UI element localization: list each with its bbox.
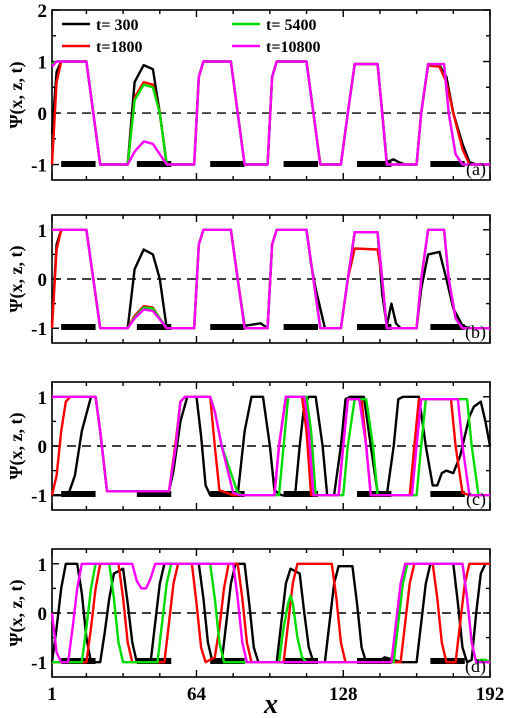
stripe-bar-0-1 <box>136 161 172 167</box>
panel-label: (d) <box>465 656 486 677</box>
stripe-bar-1-3 <box>283 324 319 330</box>
stripe-bar-1-5 <box>430 324 465 330</box>
panel-label: (b) <box>465 322 486 343</box>
stripe-bar-0-5 <box>430 161 465 167</box>
legend-label: t=10800 <box>266 39 320 56</box>
stripe-bar-1-4 <box>356 324 392 330</box>
panel-label: (c) <box>466 489 486 510</box>
y-tick-label: 1 <box>38 555 48 576</box>
stripe-bar-2-5 <box>430 491 465 497</box>
series-line-3-3 <box>50 562 490 664</box>
series-line-1-3 <box>52 228 490 330</box>
y-axis-label: Ψ(x, z, t) <box>6 412 27 479</box>
series-line-2-0 <box>52 395 492 497</box>
x-tick-label: 192 <box>476 684 505 705</box>
stripe-bar-0-0 <box>61 161 96 167</box>
series-line-0-3 <box>51 60 490 166</box>
stripe-bar-0-2 <box>210 161 245 167</box>
y-axis-label: Ψ(x, z, t) <box>6 579 27 646</box>
legend-label: t= 300 <box>96 17 138 34</box>
y-tick-label: -1 <box>31 319 47 340</box>
stripe-bar-2-3 <box>283 491 319 497</box>
y-tick-label: 2 <box>38 1 48 22</box>
stripe-bar-1-2 <box>210 324 245 330</box>
y-tick-label: -1 <box>31 653 47 674</box>
x-axis-label: x <box>263 689 278 718</box>
series-line-3-0 <box>50 562 490 664</box>
y-tick-label: 0 <box>38 104 48 125</box>
y-tick-label: -1 <box>31 486 47 507</box>
series-line-2-3 <box>52 395 490 497</box>
stripe-bar-2-0 <box>61 491 96 497</box>
y-tick-label: 1 <box>38 388 48 409</box>
y-tick-label: 0 <box>38 270 48 291</box>
y-tick-label: 0 <box>38 437 48 458</box>
y-tick-label: 1 <box>38 53 48 74</box>
y-tick-label: -1 <box>31 156 47 177</box>
x-tick-label: 128 <box>329 684 358 705</box>
plot-frame-0 <box>51 9 491 181</box>
x-tick-label: 1 <box>47 684 57 705</box>
stripe-bar-0-4 <box>356 161 392 167</box>
legend-label: t=1800 <box>96 39 142 56</box>
x-tick-label: 64 <box>187 684 207 705</box>
legend-label: t= 5400 <box>266 17 316 34</box>
stripe-bar-1-1 <box>136 324 172 330</box>
stripe-bar-2-1 <box>136 491 172 497</box>
panel-label: (a) <box>466 159 486 180</box>
y-axis-label: Ψ(x, z, t) <box>6 61 27 128</box>
y-tick-label: 1 <box>38 221 48 242</box>
stripe-bar-0-3 <box>283 161 319 167</box>
stripe-bar-1-0 <box>61 324 96 330</box>
y-axis-label: Ψ(x, z, t) <box>6 245 27 312</box>
y-tick-label: 0 <box>38 604 48 625</box>
